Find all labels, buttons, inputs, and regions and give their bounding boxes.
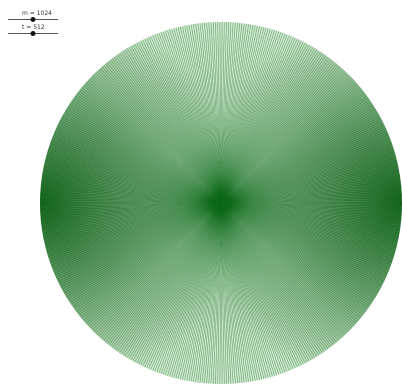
slider-m-label: m = 1024 bbox=[22, 10, 52, 17]
slider-m-knob[interactable] bbox=[30, 17, 36, 22]
slider-t[interactable]: t = 512 bbox=[8, 24, 58, 38]
right-density-shade bbox=[40, 22, 402, 384]
slider-t-knob[interactable] bbox=[30, 31, 36, 36]
slider-t-label: t = 512 bbox=[22, 24, 45, 31]
slider-m[interactable]: m = 1024 bbox=[8, 10, 58, 24]
